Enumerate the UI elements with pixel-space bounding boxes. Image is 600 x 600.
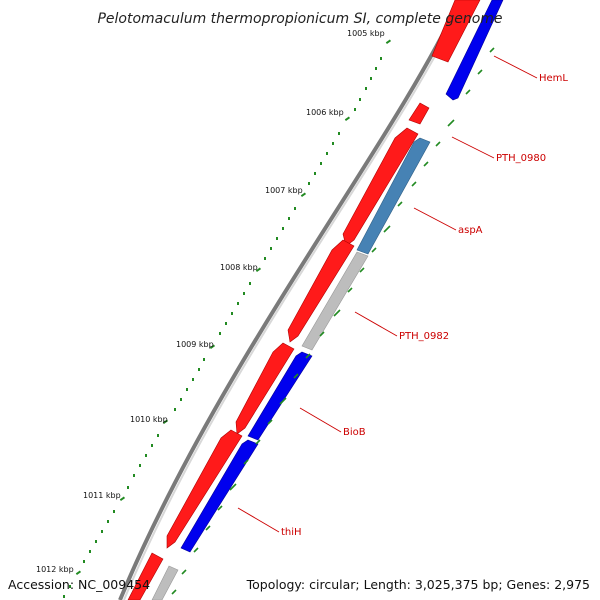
forward-strand	[127, 0, 481, 600]
gene-label-aspa[interactable]: aspA	[458, 225, 483, 236]
genome-backbone	[118, 0, 462, 600]
cds-reverse[interactable]	[445, 0, 504, 101]
tick-label: 1010 kbp	[130, 415, 168, 424]
cds-forward[interactable]	[166, 429, 243, 549]
cds-reverse-steelblue[interactable]	[356, 137, 431, 255]
cds-forward[interactable]	[431, 0, 481, 63]
tick-label: 1009 kbp	[176, 340, 214, 349]
tick-label: 1012 kbp	[36, 565, 74, 574]
inner-ticks	[171, 47, 495, 595]
cds-forward[interactable]	[127, 552, 164, 600]
reverse-strand	[151, 0, 504, 600]
gene-label-pth-0982[interactable]: PTH_0982	[399, 331, 449, 342]
tick-label: 1006 kbp	[306, 108, 344, 117]
gene-label-biob[interactable]: BioB	[343, 427, 366, 438]
cds-reverse-gray[interactable]	[301, 251, 369, 351]
cds-forward[interactable]	[287, 239, 355, 343]
cds-reverse-gray[interactable]	[151, 565, 179, 600]
cds-forward[interactable]	[408, 102, 430, 125]
map-title: Pelotomaculum thermopropionicum SI, comp…	[97, 11, 502, 27]
outer-scale-dots	[63, 39, 392, 598]
gene-label-pth-0980[interactable]: PTH_0980	[496, 153, 546, 164]
accession-text: Accession: NC_009454	[8, 577, 151, 592]
gene-label-thih[interactable]: thiH	[281, 527, 302, 538]
gene-labels: HemL PTH_0980 aspA PTH_0982 BioB thiH	[281, 73, 568, 538]
tick-label: 1007 kbp	[265, 186, 303, 195]
scale-labels: 1005 kbp 1006 kbp 1007 kbp 1008 kbp 1009…	[36, 29, 385, 574]
gene-label-heml[interactable]: HemL	[539, 73, 568, 84]
cds-reverse[interactable]	[247, 351, 313, 441]
tick-label: 1005 kbp	[347, 29, 385, 38]
genome-backbone-shadow	[123, 0, 465, 600]
genome-summary-text: Topology: circular; Length: 3,025,375 bp…	[246, 577, 590, 592]
gene-leaders	[237, 55, 538, 533]
tick-label: 1011 kbp	[83, 491, 121, 500]
tick-label: 1008 kbp	[220, 263, 258, 272]
